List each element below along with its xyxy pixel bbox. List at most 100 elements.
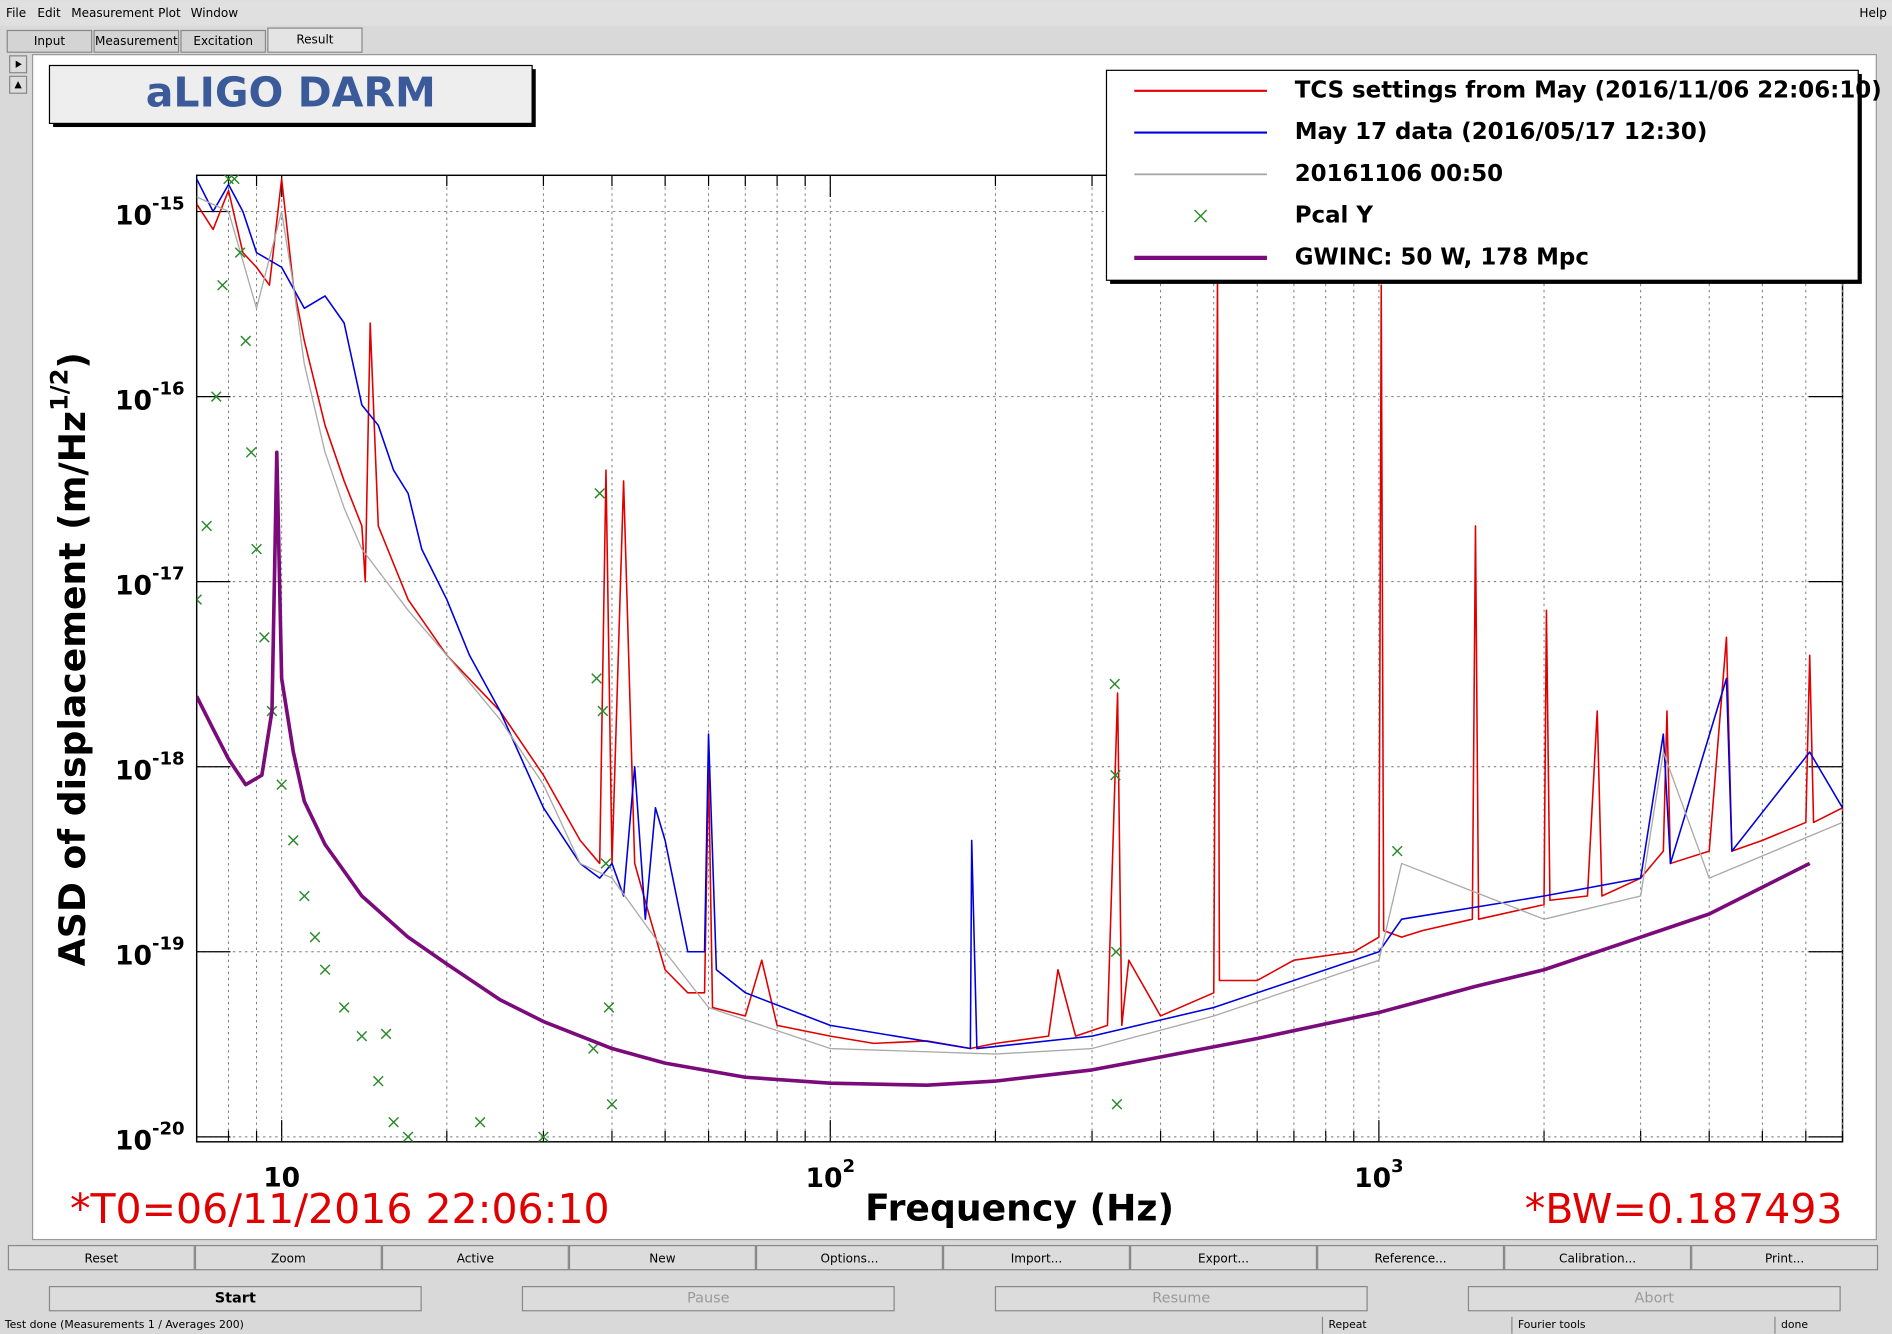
pcal-marker [287,835,299,846]
pcal-marker [372,1075,384,1087]
legend-label: GWINC: 50 W, 178 Mpc [1295,244,1589,270]
tick-exponent: -17 [152,563,185,584]
pcal-marker [1111,1098,1123,1110]
button[interactable] [381,1244,569,1271]
button[interactable] [1504,1244,1692,1271]
pcal-marker [597,705,609,717]
menu-item[interactable]: File [6,6,26,20]
pcal-marker [234,247,246,258]
legend-marker [1194,209,1208,223]
control-button[interactable] [48,1286,422,1312]
tick-exponent: -16 [152,378,185,399]
pcal-marker [1109,678,1121,690]
button-label[interactable]: Zoom [271,1251,306,1265]
series-line [196,196,1843,1055]
tick-base: 10 [115,755,152,786]
menu-item[interactable]: Measurement [71,6,154,20]
tick-base: 10 [115,570,152,601]
menu-bar [0,0,1892,26]
tick-base: 10 [115,1125,152,1156]
y-tick-label: 10-16 [115,378,185,416]
series-line [196,178,1843,1050]
y-axis-label-suffix: ) [51,352,94,369]
menu-item[interactable]: Edit [37,6,61,20]
series-line [196,178,1843,1050]
pcal-marker [594,488,606,499]
menu-item[interactable]: Plot [158,6,181,20]
x-tick-label: 103 [1354,1156,1404,1194]
pcal-marker [402,1131,414,1142]
pcal-marker [591,673,602,684]
control-button[interactable] [994,1286,1368,1312]
tick-base: 10 [115,200,152,231]
button[interactable] [942,1244,1131,1271]
status-text: Repeat [1329,1318,1367,1331]
tick-exponent: -18 [152,748,185,769]
tick-exponent: -19 [152,934,185,955]
menu-item[interactable]: Window [191,6,239,20]
tab-label[interactable]: Excitation [193,34,253,48]
button-label[interactable]: Reset [85,1251,119,1265]
button[interactable] [1317,1244,1505,1271]
button-label[interactable]: Reference... [1374,1251,1446,1265]
pcal-marker [1110,946,1122,958]
arrow-icon [15,60,22,68]
tab-active[interactable] [267,27,363,53]
pcal-marker [229,175,240,185]
control-label[interactable]: Abort [1635,1291,1675,1307]
status-bar [0,1315,1892,1334]
legend-label: May 17 data (2016/05/17 12:30) [1295,119,1708,145]
button[interactable] [568,1244,756,1271]
annotation-bw: *BW=0.187493 [1525,1185,1843,1233]
tab-label[interactable]: Measurement [95,34,178,48]
pcal-marker [538,1131,549,1142]
button[interactable] [1130,1244,1318,1271]
y-tick-label: 10-19 [115,934,185,972]
status-text: done [1781,1318,1808,1331]
control-label[interactable]: Resume [1152,1291,1210,1307]
pcal-marker [600,858,612,869]
button-label[interactable]: Options... [820,1251,878,1265]
button[interactable] [1691,1244,1879,1271]
status-text: Test done (Measurements 1 / Averages 200… [4,1318,244,1331]
pcal-marker [309,931,321,943]
pcal-marker [338,1002,350,1013]
button-label[interactable]: Calibration... [1559,1251,1636,1265]
tab-label[interactable]: Result [296,33,333,47]
legend-label: 20161106 00:50 [1295,161,1503,187]
pcal-marker [1391,845,1403,857]
tab[interactable] [6,29,93,53]
pcal-marker [474,1116,486,1128]
pcal-marker [588,1043,599,1054]
button-label[interactable]: Active [457,1251,494,1265]
button-label[interactable]: Print... [1765,1251,1804,1265]
tick-exponent: 3 [1391,1156,1404,1177]
x-tick-label: 102 [806,1156,856,1194]
control-button[interactable] [521,1286,895,1312]
button[interactable] [194,1244,382,1271]
pcal-marker [1110,769,1121,781]
tick-base: 10 [806,1163,843,1194]
status-text: Fourier tools [1518,1318,1586,1331]
button-label[interactable]: Export... [1198,1251,1249,1265]
button[interactable] [755,1244,943,1271]
x-tick-label: 10 [263,1163,300,1194]
tab-label[interactable]: Input [34,34,65,48]
control-label[interactable]: Start [215,1291,256,1307]
button-label[interactable]: Import... [1011,1251,1062,1265]
button-label[interactable]: New [649,1251,675,1265]
menu-help[interactable]: Help [1859,6,1886,20]
tick-base: 10 [1354,1163,1391,1194]
control-label[interactable]: Pause [687,1291,730,1307]
tick-base: 10 [115,385,152,416]
tab[interactable] [93,29,180,53]
control-button[interactable] [1467,1286,1841,1312]
chart-title: aLIGO DARM [146,69,436,117]
pcal-marker [603,1002,615,1013]
tab[interactable] [180,29,267,53]
legend-label: TCS settings from May (2016/11/06 22:06:… [1295,77,1882,103]
arrow-icon [14,81,22,89]
plot-area [196,175,1843,1142]
pcal-marker [251,543,262,555]
button[interactable] [7,1244,195,1271]
